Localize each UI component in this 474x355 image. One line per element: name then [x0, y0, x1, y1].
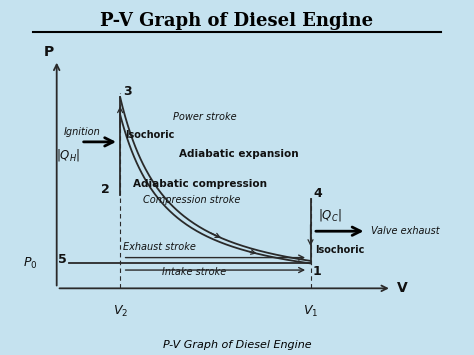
Text: P-V Graph of Diesel Engine: P-V Graph of Diesel Engine: [100, 12, 374, 31]
Text: 4: 4: [313, 187, 322, 200]
Text: Exhaust stroke: Exhaust stroke: [123, 242, 196, 252]
Text: Compression stroke: Compression stroke: [143, 195, 240, 205]
Text: P-V Graph of Diesel Engine: P-V Graph of Diesel Engine: [163, 340, 311, 350]
Text: Adiabatic compression: Adiabatic compression: [133, 179, 267, 189]
Text: 2: 2: [101, 183, 110, 196]
Text: 3: 3: [123, 85, 131, 98]
Text: $|Q_C|$: $|Q_C|$: [318, 207, 342, 223]
Text: Valve exhaust: Valve exhaust: [372, 226, 440, 236]
Text: Intake stroke: Intake stroke: [162, 267, 226, 277]
Text: P: P: [44, 45, 54, 59]
Text: Ignition: Ignition: [64, 127, 100, 137]
Text: Adiabatic expansion: Adiabatic expansion: [179, 149, 298, 159]
Text: Isochoric: Isochoric: [125, 130, 174, 140]
Text: $V_1$: $V_1$: [303, 304, 318, 319]
Text: $P_0$: $P_0$: [23, 256, 37, 271]
Text: $|Q_H|$: $|Q_H|$: [56, 147, 80, 163]
Text: 1: 1: [313, 265, 322, 278]
Text: Power stroke: Power stroke: [173, 112, 237, 122]
Text: $V_2$: $V_2$: [112, 304, 128, 319]
Text: Isochoric: Isochoric: [316, 245, 365, 255]
Text: 5: 5: [58, 253, 67, 266]
Text: V: V: [397, 282, 408, 295]
